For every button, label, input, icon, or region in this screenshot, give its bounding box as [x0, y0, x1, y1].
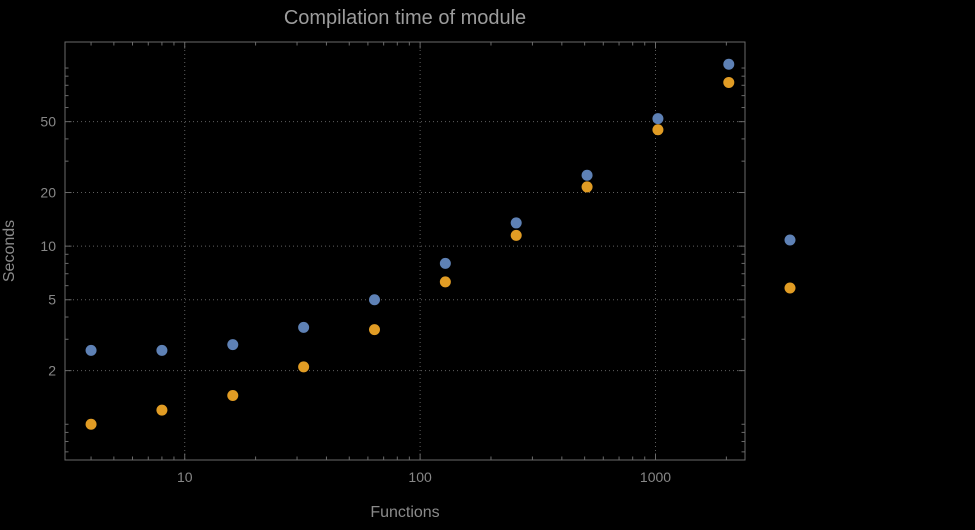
x-tick-label: 100 [408, 469, 432, 485]
plot-frame [64, 41, 746, 461]
y-tick-label: 5 [48, 292, 56, 308]
data-point-series-2 [652, 124, 664, 136]
data-point-series-2 [227, 390, 239, 402]
data-point-series-1 [439, 257, 451, 269]
data-point-series-2 [510, 229, 522, 241]
data-point-series-1 [227, 339, 239, 351]
chart-title: Compilation time of module [284, 7, 526, 29]
data-point-series-1 [85, 344, 97, 356]
data-point-series-2 [156, 404, 168, 416]
y-tick-label: 2 [48, 362, 56, 378]
data-point-series-1 [652, 113, 664, 125]
data-point-series-1 [156, 344, 168, 356]
data-point-series-2 [368, 324, 380, 336]
x-tick-label: 10 [177, 469, 193, 485]
legend-marker [784, 282, 796, 294]
data-point-series-1 [723, 58, 735, 70]
data-point-series-1 [368, 294, 380, 306]
data-point-series-2 [439, 276, 451, 288]
data-point-series-1 [510, 217, 522, 229]
data-point-series-1 [298, 321, 310, 333]
data-point-series-2 [581, 181, 593, 193]
y-tick-label: 50 [40, 113, 56, 129]
data-point-series-2 [298, 361, 310, 373]
x-axis-label: Functions [370, 504, 439, 521]
legend-marker [784, 234, 796, 246]
y-axis-label: Seconds [1, 220, 18, 282]
y-tick-label: 20 [40, 184, 56, 200]
x-tick-label: 1000 [640, 469, 671, 485]
data-point-series-2 [723, 76, 735, 88]
y-tick-label: 10 [40, 238, 56, 254]
data-point-series-2 [85, 418, 97, 430]
data-point-series-1 [581, 169, 593, 181]
